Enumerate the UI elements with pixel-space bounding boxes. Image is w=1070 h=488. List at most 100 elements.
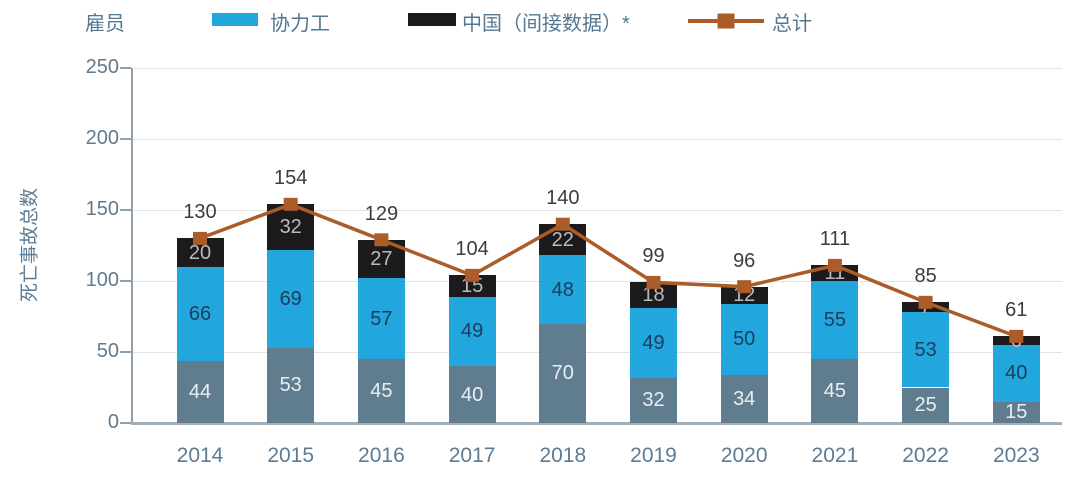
bar-segment-2015-s0: 53	[267, 347, 315, 423]
bar-segment-2016-s0: 45	[357, 359, 405, 423]
bar-segment-2014-s0: 44	[176, 360, 224, 423]
bar-segment-2018-s0: 70	[539, 323, 587, 423]
bar-segment-label: 57	[370, 307, 393, 330]
total-marker-2017	[465, 268, 480, 282]
y-tick-label-200: 200	[85, 127, 119, 149]
x-category-2022: 2022	[902, 444, 949, 467]
gridline-100	[131, 280, 1062, 282]
bar-segment-2020-s0: 34	[720, 374, 768, 423]
gridline-50	[131, 351, 1062, 353]
bar-segment-label: 66	[188, 302, 212, 325]
total-marker-2021	[827, 258, 842, 272]
bar-segment-label: 44	[188, 380, 212, 403]
total-label-2020: 96	[733, 249, 756, 272]
bar-segment-2019-s2: 18	[630, 282, 677, 308]
x-axis-line	[131, 422, 1062, 425]
x-category-2016: 2016	[358, 444, 405, 467]
x-category-2023: 2023	[992, 444, 1040, 467]
x-category-2021: 2021	[811, 444, 859, 467]
bar-segment-label: 45	[823, 380, 847, 403]
legend-label-employee: 雇员	[85, 13, 125, 35]
bar-segment-label: 15	[1005, 401, 1028, 424]
total-line	[199, 202, 1017, 339]
y-tick-label-150: 150	[85, 198, 119, 220]
x-category-2017: 2017	[448, 444, 496, 467]
bar-segment-label: 32	[279, 216, 302, 239]
bar-segment-2015-s1: 69	[267, 249, 315, 348]
total-label-2015: 154	[274, 167, 308, 190]
total-label-2016: 129	[364, 202, 399, 225]
legend-label-china: 中国（间接数据）*	[462, 13, 630, 35]
bar-segment-label: 25	[914, 394, 937, 417]
y-tick-250	[120, 67, 131, 69]
bar-segment-label: 18	[642, 284, 665, 307]
x-category-2018: 2018	[539, 444, 587, 467]
legend-swatch-china-icon	[408, 13, 456, 26]
bar-segment-2017-s1: 49	[448, 296, 496, 367]
total-marker-2019	[646, 275, 661, 289]
bar-segment-2016-s1: 57	[357, 278, 405, 360]
y-tick-label-250: 250	[85, 56, 119, 78]
total-label-2021: 111	[819, 228, 851, 251]
bar-segment-2020-s1: 50	[720, 303, 768, 375]
y-tick-0	[120, 422, 131, 424]
legend-label-contractor: 协力工	[270, 13, 330, 35]
bar-segment-label: 49	[642, 331, 665, 354]
total-label-2023: 61	[1005, 299, 1028, 322]
bar-segment-label: 22	[551, 228, 574, 251]
bar-segment-2022-s1: 53	[902, 312, 950, 388]
bar-segment-label: 50	[733, 328, 756, 351]
bar-segment-label: 20	[188, 241, 212, 264]
bar-segment-2022-s0: 25	[902, 387, 950, 423]
bar-segment-2017-s0: 40	[448, 366, 496, 423]
total-label-2014: 130	[183, 201, 217, 224]
bar-segment-label: 70	[551, 362, 574, 385]
bar-segment-2023-s1: 40	[992, 344, 1040, 402]
total-marker-2023	[1009, 329, 1024, 343]
y-tick-200	[120, 138, 131, 140]
legend-label-total: 总计	[772, 13, 812, 35]
total-label-2017: 104	[455, 238, 489, 261]
legend-line-total-icon	[688, 13, 764, 29]
y-tick-150	[120, 209, 131, 211]
bar-segment-label: 45	[370, 380, 393, 403]
total-label-2019: 99	[642, 245, 665, 268]
total-marker-2015	[283, 197, 298, 211]
y-tick-50	[120, 351, 131, 353]
total-marker-2016	[374, 233, 389, 247]
bar-segment-label: 32	[642, 389, 665, 412]
total-label-2022: 85	[914, 265, 937, 288]
x-category-2020: 2020	[720, 444, 768, 467]
bar-segment-label: 40	[460, 383, 484, 406]
x-category-2014: 2014	[176, 444, 224, 467]
y-axis-line	[131, 68, 133, 423]
gridline-150	[131, 209, 1062, 211]
bar-segment-2014-s1: 66	[176, 266, 224, 361]
legend-line-marker-icon	[717, 13, 735, 29]
y-tick-label-0: 0	[107, 411, 119, 433]
total-label-2018: 140	[546, 187, 580, 210]
total-marker-2022	[918, 295, 933, 309]
bar-segment-2019-s1: 49	[630, 307, 677, 378]
bar-segment-label: 53	[914, 338, 937, 361]
y-tick-label-100: 100	[85, 269, 119, 291]
bar-segment-2018-s1: 48	[539, 255, 587, 324]
bar-segment-2021-s1: 55	[811, 281, 859, 360]
bar-segment-2023-s0: 15	[992, 401, 1040, 424]
bar-segment-label: 27	[370, 247, 393, 270]
total-marker-2018	[555, 217, 570, 231]
bar-segment-label: 55	[823, 309, 847, 332]
total-marker-2020	[737, 280, 752, 294]
bar-segment-label: 48	[551, 278, 574, 301]
bar-segment-label: 34	[733, 387, 756, 410]
bar-segment-label: 69	[279, 287, 302, 310]
gridline-250	[131, 67, 1062, 69]
bar-segment-2021-s0: 45	[811, 359, 859, 423]
x-category-2019: 2019	[630, 444, 677, 467]
bar-segment-label: 53	[279, 374, 302, 397]
gridline-200	[131, 138, 1062, 140]
y-tick-100	[120, 280, 131, 282]
bar-segment-2019-s0: 32	[630, 377, 677, 423]
